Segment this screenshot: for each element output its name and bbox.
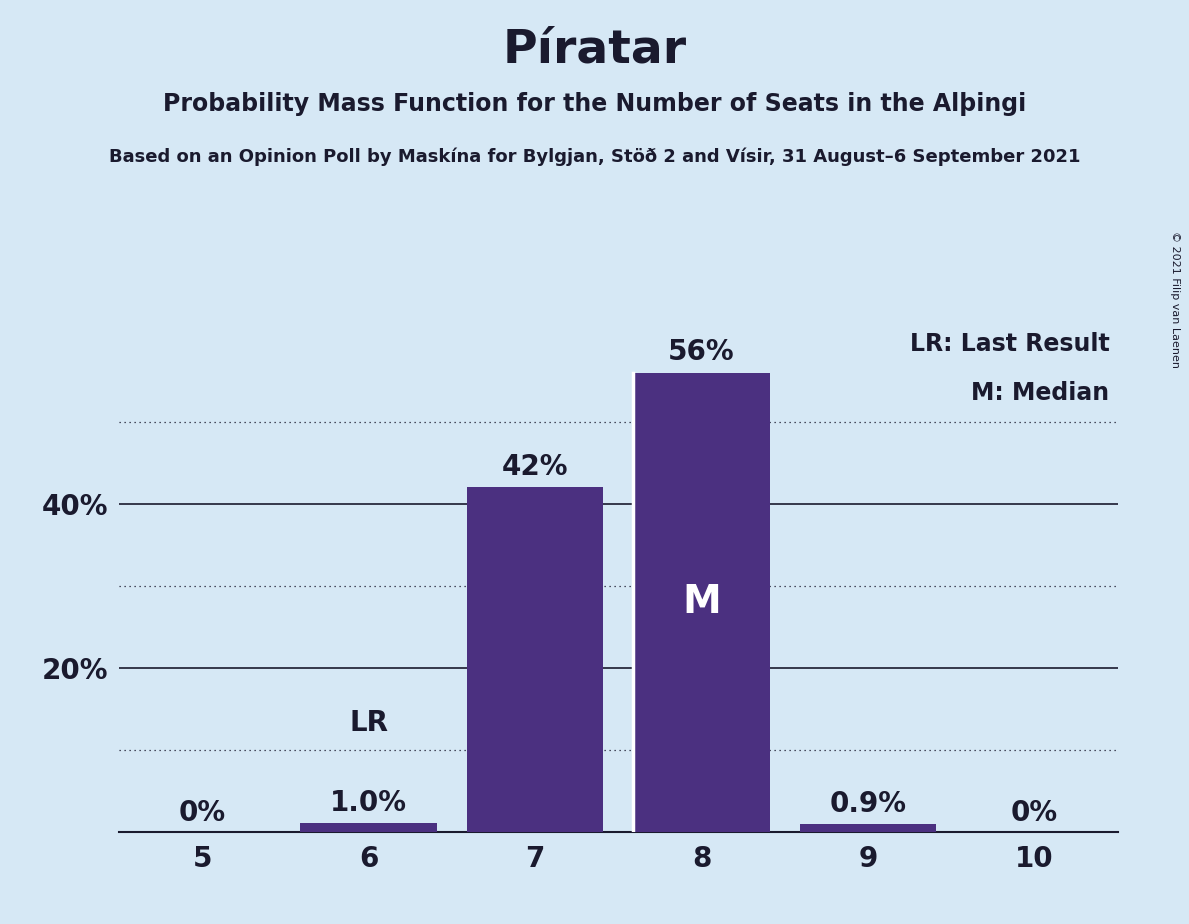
Text: 0%: 0% xyxy=(1011,798,1058,827)
Text: 0.9%: 0.9% xyxy=(830,790,906,818)
Text: M: Median: M: Median xyxy=(971,381,1109,405)
Text: Probability Mass Function for the Number of Seats in the Alþingi: Probability Mass Function for the Number… xyxy=(163,92,1026,116)
Bar xyxy=(467,487,603,832)
Bar xyxy=(634,372,769,832)
Bar xyxy=(800,824,936,832)
Text: Píratar: Píratar xyxy=(503,28,686,73)
Text: M: M xyxy=(682,583,721,621)
Text: 42%: 42% xyxy=(502,453,568,480)
Bar xyxy=(301,823,436,832)
Text: Based on an Opinion Poll by Maskína for Bylgjan, Stöð 2 and Vísir, 31 August–6 S: Based on an Opinion Poll by Maskína for … xyxy=(108,148,1081,166)
Text: LR: LR xyxy=(350,710,388,737)
Text: 56%: 56% xyxy=(668,338,735,366)
Text: 1.0%: 1.0% xyxy=(331,789,407,817)
Text: LR: Last Result: LR: Last Result xyxy=(910,332,1109,356)
Text: © 2021 Filip van Laenen: © 2021 Filip van Laenen xyxy=(1170,231,1179,368)
Text: 0%: 0% xyxy=(178,798,226,827)
